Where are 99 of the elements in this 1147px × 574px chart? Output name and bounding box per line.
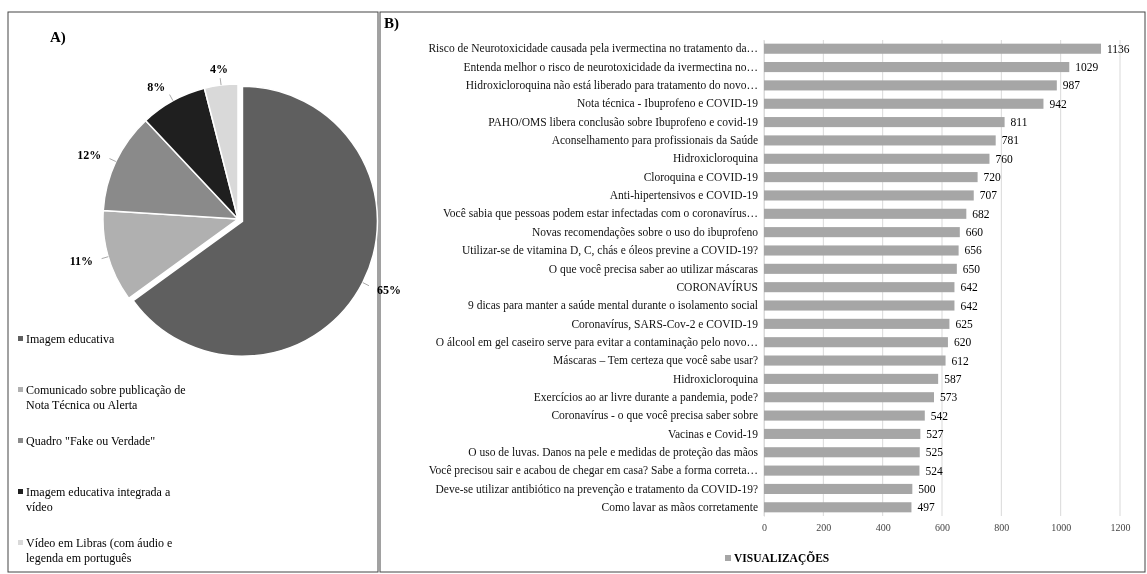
x-tick-label: 400 [875,522,891,534]
data-label: 527 [926,427,944,440]
data-label: 65% [377,282,401,297]
bar [764,208,967,219]
data-label: 542 [930,409,949,422]
data-label: 811 [1010,116,1028,129]
x-tick-label: 800 [994,522,1010,534]
data-label: 4% [210,62,229,77]
bar [764,428,921,439]
y-tick-label: Coronavírus - o que você precisa saber sobre [551,409,758,423]
bar [764,263,957,274]
data-label: 642 [960,299,978,312]
bar [764,392,934,403]
y-tick-label: Deve-se utilizar antibiótico na prevenção e tratamento da COVID-19? [435,482,758,496]
y-tick-label: Hidroxicloroquina [673,372,758,386]
bar [764,43,1102,54]
y-tick-label: PAHO/OMS libera conclusão sobre Ibuprofeno e covid-19 [488,115,759,129]
x-tick-label: 200 [816,522,832,534]
legend-label: Comunicado sobre publicação de Nota Técnica ou Alerta [26,383,186,412]
data-label: 620 [953,336,972,349]
y-tick-label: CORONAVÍRUS [676,279,758,293]
bar [764,62,1070,73]
chart-title: A) [50,29,66,46]
y-tick-label: O que você precisa saber ao utilizar máscaras [548,262,759,276]
y-tick-label: Você sabia que pessoas podem estar infectadas com o coronavírus… [443,207,758,221]
data-label: 987 [1062,79,1081,92]
data-label: 524 [925,464,943,477]
data-label: 625 [955,317,973,330]
y-tick-label: Hidroxicloroquina [673,152,758,166]
y-tick-label: Exercícios ao ar livre durante a pandemia, pode? [533,390,758,404]
data-label: 660 [965,226,984,239]
bar [764,117,1005,128]
data-label: 707 [979,189,998,202]
data-label: 612 [951,354,970,367]
y-tick-label: O álcool em gel caseiro serve para evitar a contaminação pelo novo… [435,335,758,349]
bar [764,373,939,384]
data-label: 720 [983,171,1002,184]
data-label: 573 [939,391,958,404]
bar [764,465,920,476]
data-label: 1136 [1107,42,1130,55]
bar [764,355,946,366]
x-tick-label: 0 [762,522,767,534]
data-label: 656 [964,244,983,257]
y-tick-label: Como lavar as mãos corretamente [601,500,758,513]
bar [764,98,1044,109]
data-label: 8% [147,79,166,94]
legend-label: Imagem educativa [26,332,115,346]
data-label: 497 [917,501,935,514]
x-tick-label: 1000 [1051,522,1072,534]
data-label: 682 [972,207,990,220]
legend-label: Quadro "Fake ou Verdade" [26,434,156,448]
bar [764,282,955,293]
y-tick-label: Anti-hipertensivos e COVID-19 [609,189,759,203]
y-tick-label: Utilizar-se de vitamina D, C, chás e óleos previne a COVID-19? [461,244,758,258]
data-label: 525 [925,446,944,459]
bar [764,447,920,458]
y-tick-label: O uso de luvas. Danos na pele e medidas de proteção das mãos [468,445,759,459]
data-label: 500 [918,482,936,495]
legend-label: Vídeo em Libras (com áudio e legenda em português [26,536,173,565]
text: B) [384,15,399,32]
bar [764,483,913,494]
bar [764,227,960,238]
x-tick-label: 600 [935,522,950,534]
data-label: 587 [944,372,962,385]
y-tick-label: Você precisou sair e acabou de chegar em casa? Sabe a forma correta… [428,464,758,478]
x-tick-label: 1200 [1110,522,1131,534]
bar [764,410,925,421]
y-tick-label: Aconselhamento para profissionais da Saúde [551,134,758,148]
data-label: 12% [77,147,102,162]
legend-label: Imagem educativa integrada a vídeo [26,485,171,514]
bar [764,318,950,329]
y-tick-label: Entenda melhor o risco de neurotoxicidade da ivermectina no… [463,60,758,73]
data-label: 642 [960,281,978,294]
data-label: 760 [995,152,1013,165]
y-tick-label: Hidroxicloroquina não está liberado para tratamento do novo… [465,79,758,93]
data-label: 11% [69,254,93,269]
y-tick-label: Coronavírus, SARS-Cov-2 e COVID-19 [571,317,759,331]
y-tick-label: Cloroquina e COVID-19 [643,170,759,184]
data-label: 1029 [1075,61,1099,74]
data-label: 942 [1049,97,1067,110]
bar [764,502,912,513]
bar [764,153,990,164]
bar [764,245,959,256]
bar [764,80,1057,91]
bar [764,190,974,201]
pie-slice [132,85,379,357]
bar [764,135,996,146]
y-tick-label: Máscaras – Tem certeza que você sabe usar? [553,354,758,368]
legend-label: VISUALIZAÇÕES [734,551,830,565]
y-tick-label: Nota técnica - Ibuprofeno e COVID-19 [576,97,759,111]
data-label: 781 [1001,134,1020,147]
data-label: 650 [962,262,981,275]
y-tick-label: Risco de Neurotoxicidade causada pela ivermectina no tratamento da… [428,42,758,56]
bar [764,337,948,348]
y-tick-label: Vacinas e Covid-19 [667,427,759,440]
y-tick-label: Novas recomendações sobre o uso do ibuprofeno [531,225,759,239]
bar [764,300,955,311]
bar [764,172,978,183]
y-tick-label: 9 dicas para manter a saúde mental durante o isolamento social [468,299,758,313]
